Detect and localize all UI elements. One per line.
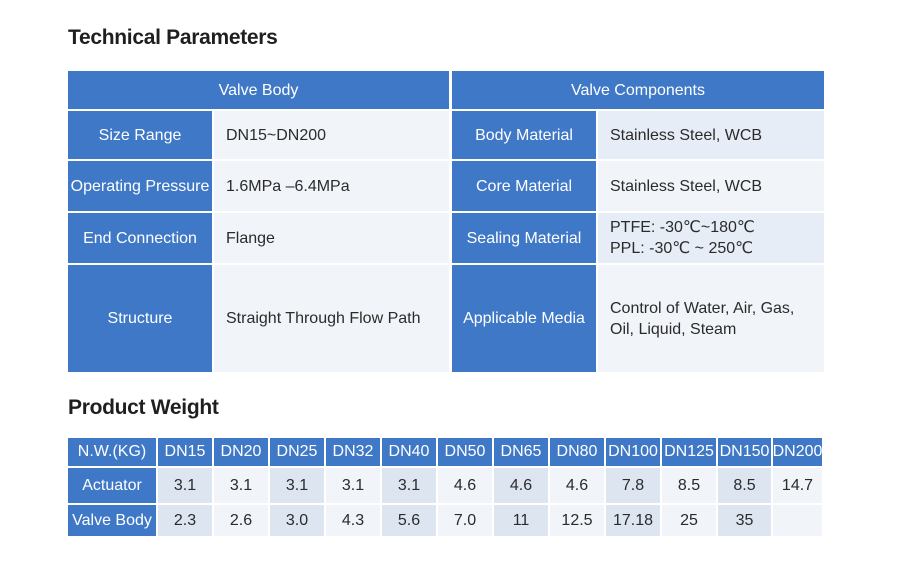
weight-cell: 7.8 <box>606 468 660 503</box>
weight-cell: 2.3 <box>158 505 212 536</box>
weight-cell: 4.3 <box>326 505 380 536</box>
end-connection-label: End Connection <box>68 213 212 263</box>
size-header-cell: DN15 <box>158 438 212 466</box>
weight-cell: 3.1 <box>270 468 324 503</box>
body-material-value: Stainless Steel, WCB <box>598 111 824 159</box>
applicable-media-value: Control of Water, Air, Gas, Oil, Liquid,… <box>598 265 824 372</box>
weight-cell: 25 <box>662 505 716 536</box>
size-header-cell: DN32 <box>326 438 380 466</box>
size-header-cell: DN150 <box>718 438 771 466</box>
applicable-media-label: Applicable Media <box>452 265 596 372</box>
size-header-cell: DN200 <box>773 438 822 466</box>
weight-cell: 3.0 <box>270 505 324 536</box>
sealing-material-value: PTFE: -30℃~180℃ PPL: -30℃ ~ 250℃ <box>598 213 824 263</box>
weight-cell: 3.1 <box>326 468 380 503</box>
applicable-media-line-1: Control of Water, Air, Gas, <box>610 299 795 317</box>
weight-cell: 4.6 <box>438 468 492 503</box>
end-connection-value: Flange <box>214 213 449 263</box>
operating-pressure-label: Operating Pressure <box>68 161 212 211</box>
core-material-label: Core Material <box>452 161 596 211</box>
valve-components-header: Valve Components <box>452 71 824 109</box>
weight-cell <box>773 505 822 536</box>
size-range-value: DN15~DN200 <box>214 111 449 159</box>
size-range-label: Size Range <box>68 111 212 159</box>
size-header-cell: DN65 <box>494 438 548 466</box>
sealing-material-ppl: PPL: -30℃ ~ 250℃ <box>610 240 754 257</box>
weight-cell: 8.5 <box>718 468 771 503</box>
size-header-cell: DN125 <box>662 438 716 466</box>
weight-cell: 3.1 <box>382 468 436 503</box>
weight-cell: 11 <box>494 505 548 536</box>
weight-cell: 35 <box>718 505 771 536</box>
operating-pressure-value: 1.6MPa –6.4MPa <box>214 161 449 211</box>
weight-cell: 14.7 <box>773 468 822 503</box>
applicable-media-line-2: Oil, Liquid, Steam <box>610 320 737 338</box>
actuator-label: Actuator <box>68 468 156 503</box>
weight-cell: 5.6 <box>382 505 436 536</box>
sealing-material-ptfe: PTFE: -30℃~180℃ <box>610 219 755 236</box>
body-material-label: Body Material <box>452 111 596 159</box>
size-header-cell: DN100 <box>606 438 660 466</box>
valve-body-weight-label: Valve Body <box>68 505 156 536</box>
product-weight-title: Product Weight <box>68 396 219 419</box>
size-header-cell: DN25 <box>270 438 324 466</box>
weight-cell: 4.6 <box>494 468 548 503</box>
structure-value: Straight Through Flow Path <box>214 265 449 372</box>
weight-cell: 4.6 <box>550 468 604 503</box>
weight-cell: 17.18 <box>606 505 660 536</box>
size-header-cell: DN20 <box>214 438 268 466</box>
technical-parameters-title: Technical Parameters <box>68 26 278 49</box>
sealing-material-label: Sealing Material <box>452 213 596 263</box>
weight-cell: 2.6 <box>214 505 268 536</box>
valve-body-header: Valve Body <box>68 71 449 109</box>
weight-cell: 3.1 <box>214 468 268 503</box>
size-header-cell: DN50 <box>438 438 492 466</box>
weight-cell: 8.5 <box>662 468 716 503</box>
weight-cell: 12.5 <box>550 505 604 536</box>
size-header-cell: DN40 <box>382 438 436 466</box>
weight-cell: 7.0 <box>438 505 492 536</box>
weight-cell: 3.1 <box>158 468 212 503</box>
structure-label: Structure <box>68 265 212 372</box>
core-material-value: Stainless Steel, WCB <box>598 161 824 211</box>
nw-kg-header: N.W.(KG) <box>68 438 156 466</box>
size-header-cell: DN80 <box>550 438 604 466</box>
